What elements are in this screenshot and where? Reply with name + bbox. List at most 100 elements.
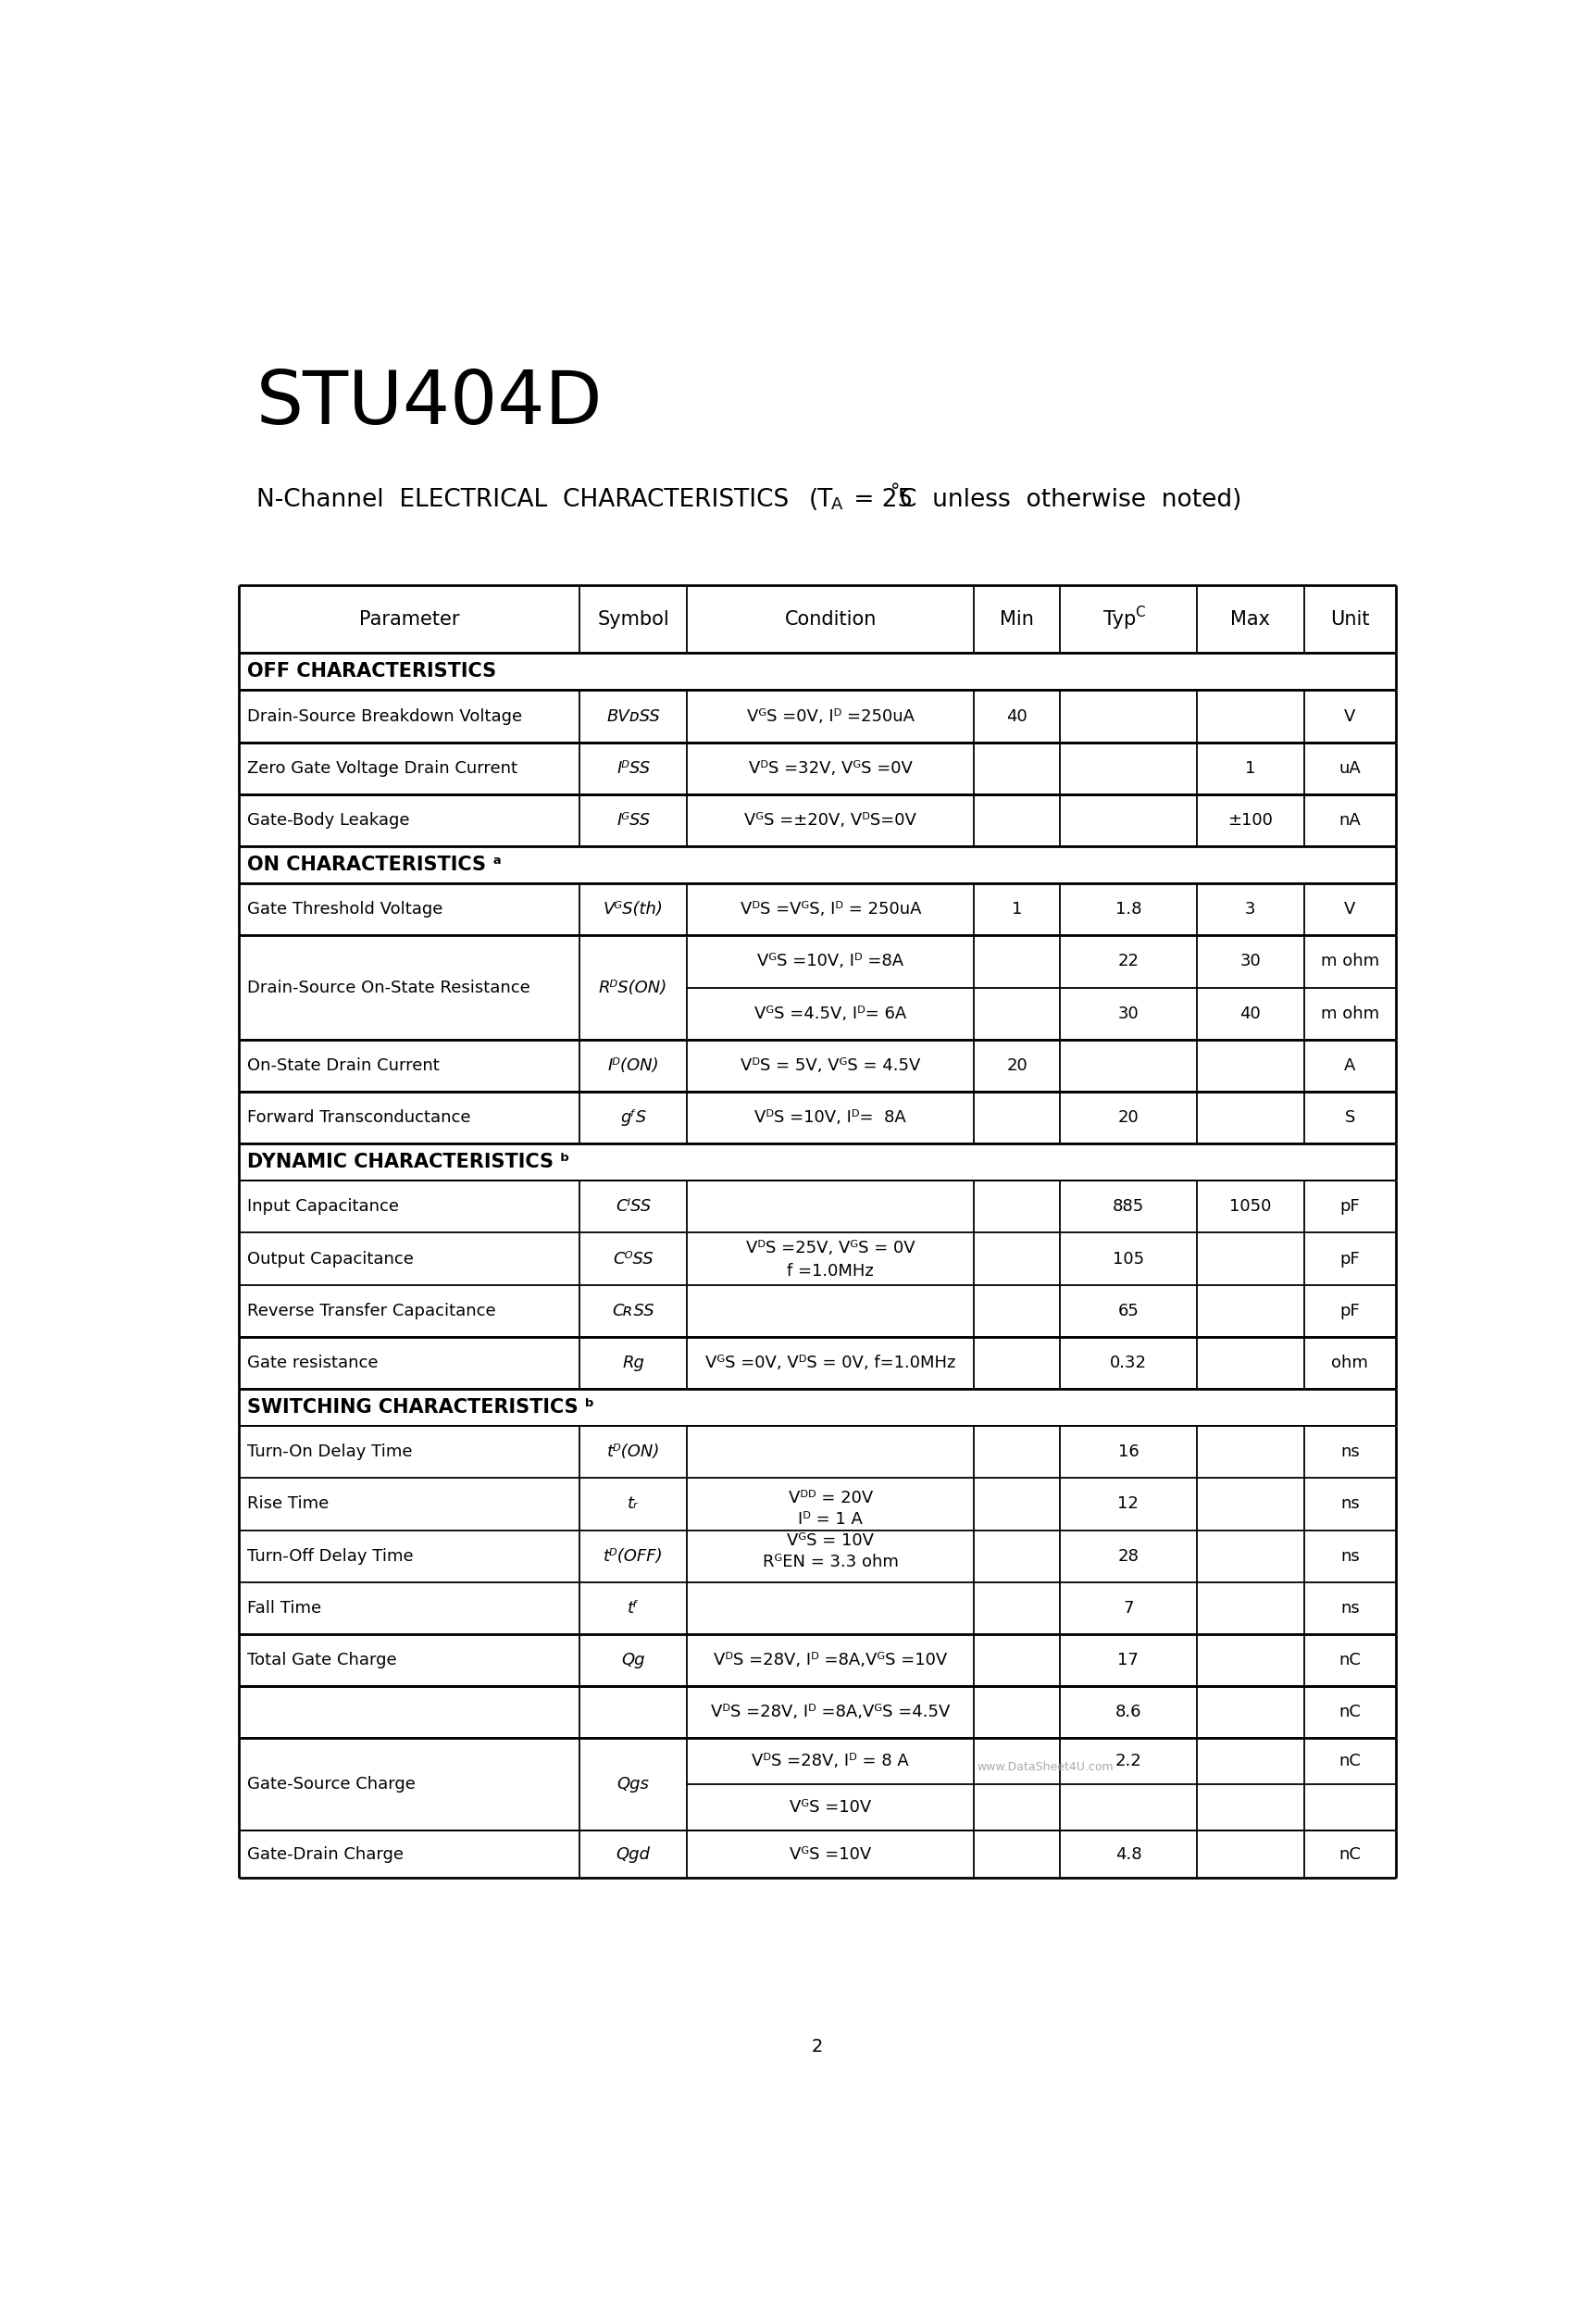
Text: IᴰSS: IᴰSS — [617, 760, 650, 776]
Text: VᴳS =0V, VᴰS = 0V, f=1.0MHz: VᴳS =0V, VᴰS = 0V, f=1.0MHz — [706, 1355, 956, 1371]
Text: CᴵSS: CᴵSS — [615, 1199, 650, 1215]
Text: CʀSS: CʀSS — [612, 1301, 655, 1320]
Text: Condition: Condition — [784, 609, 877, 627]
Text: nC: nC — [1339, 1652, 1361, 1669]
Text: 65: 65 — [1117, 1301, 1138, 1320]
Text: ohm: ohm — [1331, 1355, 1368, 1371]
Text: 40: 40 — [1006, 709, 1028, 725]
Text: tᴰ(ON): tᴰ(ON) — [607, 1443, 660, 1459]
Text: www.DataSheet4U.com: www.DataSheet4U.com — [977, 1762, 1114, 1773]
Text: ns: ns — [1341, 1599, 1360, 1618]
Text: VᴳS =10V, Iᴰ =8A: VᴳS =10V, Iᴰ =8A — [757, 953, 904, 969]
Text: A: A — [1344, 1057, 1355, 1074]
Text: tᴰ(OFF): tᴰ(OFF) — [604, 1548, 663, 1564]
Text: OFF CHARACTERISTICS: OFF CHARACTERISTICS — [247, 662, 496, 681]
Text: IᴳSS: IᴳSS — [617, 811, 650, 830]
Text: pF: pF — [1341, 1199, 1360, 1215]
Text: Gate-Body Leakage: Gate-Body Leakage — [247, 811, 410, 830]
Text: pF: pF — [1341, 1250, 1360, 1267]
Text: ns: ns — [1341, 1497, 1360, 1513]
Text: Qgs: Qgs — [617, 1776, 649, 1792]
Text: 22: 22 — [1117, 953, 1140, 969]
Text: 0.32: 0.32 — [1109, 1355, 1146, 1371]
Text: Drain-Source On-State Resistance: Drain-Source On-State Resistance — [247, 978, 531, 997]
Text: Max: Max — [1231, 609, 1270, 627]
Text: Rise Time: Rise Time — [247, 1497, 328, 1513]
Text: Zero Gate Voltage Drain Current: Zero Gate Voltage Drain Current — [247, 760, 518, 776]
Text: VᴳS = 10V: VᴳS = 10V — [787, 1532, 874, 1550]
Text: Reverse Transfer Capacitance: Reverse Transfer Capacitance — [247, 1301, 496, 1320]
Text: 40: 40 — [1240, 1006, 1261, 1023]
Text: VᴳS =10V: VᴳS =10V — [789, 1799, 872, 1815]
Text: 2.2: 2.2 — [1114, 1752, 1141, 1771]
Text: VᴳS =0V, Iᴰ =250uA: VᴳS =0V, Iᴰ =250uA — [746, 709, 915, 725]
Text: nC: nC — [1339, 1752, 1361, 1771]
Text: 8.6: 8.6 — [1116, 1703, 1141, 1720]
Text: gᶠS: gᶠS — [620, 1109, 646, 1127]
Text: VᴰS =28V, Iᴰ = 8 A: VᴰS =28V, Iᴰ = 8 A — [752, 1752, 909, 1771]
Text: Gate Threshold Voltage: Gate Threshold Voltage — [247, 902, 443, 918]
Text: 30: 30 — [1117, 1006, 1138, 1023]
Text: S: S — [1345, 1109, 1355, 1127]
Text: VᴰS =28V, Iᴰ =8A,VᴳS =10V: VᴰS =28V, Iᴰ =8A,VᴳS =10V — [714, 1652, 947, 1669]
Text: Vᴰᴰ = 20V: Vᴰᴰ = 20V — [789, 1490, 874, 1506]
Text: VᴳS =10V: VᴳS =10V — [789, 1845, 872, 1862]
Text: 3: 3 — [1245, 902, 1256, 918]
Text: STU404D: STU404D — [257, 367, 603, 439]
Text: 30: 30 — [1240, 953, 1261, 969]
Text: VᴰS =28V, Iᴰ =8A,VᴳS =4.5V: VᴰS =28V, Iᴰ =8A,VᴳS =4.5V — [711, 1703, 950, 1720]
Text: VᴰS =10V, Iᴰ=  8A: VᴰS =10V, Iᴰ= 8A — [756, 1109, 907, 1127]
Text: RᴳEN = 3.3 ohm: RᴳEN = 3.3 ohm — [762, 1555, 899, 1571]
Text: CᴼSS: CᴼSS — [614, 1250, 654, 1267]
Text: tᶠ: tᶠ — [628, 1599, 639, 1618]
Text: Turn-On Delay Time: Turn-On Delay Time — [247, 1443, 413, 1459]
Text: Iᴰ(ON): Iᴰ(ON) — [607, 1057, 658, 1074]
Text: tᵣ: tᵣ — [628, 1497, 639, 1513]
Text: 17: 17 — [1117, 1652, 1138, 1669]
Text: Total Gate Charge: Total Gate Charge — [247, 1652, 397, 1669]
Text: SWITCHING CHARACTERISTICS ᵇ: SWITCHING CHARACTERISTICS ᵇ — [247, 1399, 595, 1418]
Text: 28: 28 — [1117, 1548, 1138, 1564]
Text: Drain-Source Breakdown Voltage: Drain-Source Breakdown Voltage — [247, 709, 523, 725]
Text: ns: ns — [1341, 1443, 1360, 1459]
Text: ±100: ±100 — [1227, 811, 1274, 830]
Text: Qgd: Qgd — [617, 1845, 650, 1862]
Text: Output Capacitance: Output Capacitance — [247, 1250, 414, 1267]
Text: 16: 16 — [1117, 1443, 1138, 1459]
Text: m ohm: m ohm — [1321, 953, 1379, 969]
Text: (T: (T — [810, 488, 834, 511]
Text: °: ° — [889, 481, 901, 500]
Text: Input Capacitance: Input Capacitance — [247, 1199, 398, 1215]
Text: Gate-Drain Charge: Gate-Drain Charge — [247, 1845, 403, 1862]
Text: Gate-Source Charge: Gate-Source Charge — [247, 1776, 416, 1792]
Text: 1: 1 — [1245, 760, 1256, 776]
Text: Symbol: Symbol — [598, 609, 669, 627]
Text: On-State Drain Current: On-State Drain Current — [247, 1057, 440, 1074]
Text: 4.8: 4.8 — [1116, 1845, 1141, 1862]
Text: A: A — [832, 495, 843, 514]
Text: 20: 20 — [1117, 1109, 1138, 1127]
Text: nA: nA — [1339, 811, 1361, 830]
Text: VᴳS(th): VᴳS(th) — [603, 902, 663, 918]
Text: C  unless  otherwise  noted): C unless otherwise noted) — [901, 488, 1242, 511]
Text: Qg: Qg — [622, 1652, 646, 1669]
Text: RᴰS(ON): RᴰS(ON) — [599, 978, 668, 997]
Text: 1050: 1050 — [1229, 1199, 1272, 1215]
Text: 20: 20 — [1006, 1057, 1028, 1074]
Text: uA: uA — [1339, 760, 1361, 776]
Text: C: C — [1135, 604, 1144, 618]
Text: 7: 7 — [1122, 1599, 1133, 1618]
Text: nC: nC — [1339, 1703, 1361, 1720]
Text: 1.8: 1.8 — [1116, 902, 1141, 918]
Text: Forward Transconductance: Forward Transconductance — [247, 1109, 470, 1127]
Text: pF: pF — [1341, 1301, 1360, 1320]
Text: 2: 2 — [811, 2038, 823, 2057]
Text: Fall Time: Fall Time — [247, 1599, 322, 1618]
Text: VᴰS =VᴳS, Iᴰ = 250uA: VᴰS =VᴳS, Iᴰ = 250uA — [740, 902, 921, 918]
Text: V: V — [1344, 709, 1355, 725]
Text: VᴳS =4.5V, Iᴰ= 6A: VᴳS =4.5V, Iᴰ= 6A — [754, 1006, 907, 1023]
Text: ON CHARACTERISTICS ᵃ: ON CHARACTERISTICS ᵃ — [247, 855, 502, 874]
Text: f =1.0MHz: f =1.0MHz — [787, 1264, 874, 1281]
Text: 12: 12 — [1117, 1497, 1138, 1513]
Text: VᴳS =±20V, VᴰS=0V: VᴳS =±20V, VᴰS=0V — [744, 811, 917, 830]
